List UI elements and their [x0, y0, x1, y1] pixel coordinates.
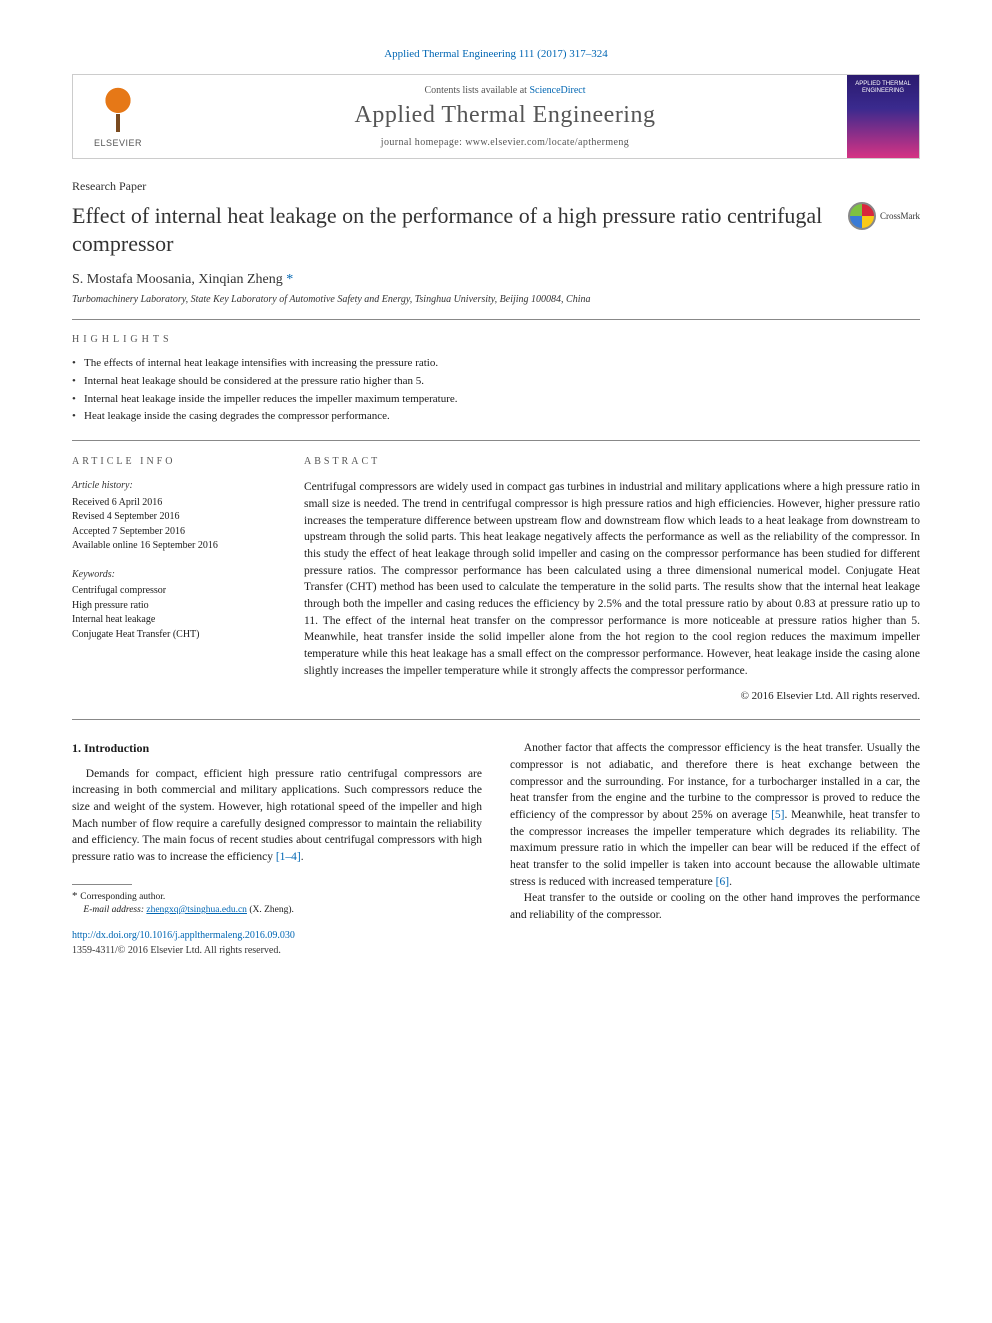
section-heading-intro: 1. Introduction [72, 740, 482, 757]
journal-cover-thumb: APPLIED THERMAL ENGINEERING [847, 75, 919, 158]
highlights-label: HIGHLIGHTS [72, 334, 920, 345]
article-info-column: ARTICLE INFO Article history: Received 6… [72, 455, 272, 706]
ref-link[interactable]: [1–4] [276, 851, 301, 863]
keyword: Centrifugal compressor [72, 584, 272, 599]
header-center: Contents lists available at ScienceDirec… [163, 75, 847, 158]
divider [72, 440, 920, 441]
authors: S. Mostafa Moosania, Xinqian Zheng * [72, 272, 920, 288]
intro-text: . [301, 851, 304, 863]
keywords-head: Keywords: [72, 568, 272, 583]
highlight-item: Heat leakage inside the casing degrades … [72, 408, 920, 426]
keyword: Conjugate Heat Transfer (CHT) [72, 628, 272, 643]
corresponding-mark: * [283, 272, 294, 287]
copyright-line: © 2016 Elsevier Ltd. All rights reserved… [304, 689, 920, 705]
paper-type: Research Paper [72, 179, 920, 194]
footnote-rule [72, 884, 132, 885]
paper-title: Effect of internal heat leakage on the p… [72, 202, 832, 258]
intro-paragraph: Demands for compact, efficient high pres… [72, 766, 482, 866]
crossmark-icon [848, 202, 876, 230]
journal-name: Applied Thermal Engineering [175, 102, 835, 129]
publisher-name: ELSEVIER [94, 138, 142, 148]
email-link[interactable]: zhengxq@tsinghua.edu.cn [146, 905, 247, 915]
crossmark-label: CrossMark [880, 211, 920, 221]
homepage-prefix: journal homepage: [381, 137, 465, 148]
history-line: Accepted 7 September 2016 [72, 525, 272, 540]
history-head: Article history: [72, 479, 272, 494]
email-owner: (X. Zheng). [247, 905, 294, 915]
elsevier-tree-icon [94, 86, 142, 134]
highlight-item: The effects of internal heat leakage int… [72, 355, 920, 373]
ref-link[interactable]: [6] [716, 876, 729, 888]
abstract-column: ABSTRACT Centrifugal compressors are wid… [304, 455, 920, 706]
intro-paragraph: Heat transfer to the outside or cooling … [510, 890, 920, 923]
highlight-item: Internal heat leakage should be consider… [72, 373, 920, 391]
divider [72, 719, 920, 720]
intro-text: . [729, 876, 732, 888]
article-info-label: ARTICLE INFO [72, 455, 272, 470]
history-line: Received 6 April 2016 [72, 496, 272, 511]
history-line: Revised 4 September 2016 [72, 510, 272, 525]
corr-asterisk: * [72, 890, 80, 902]
crossmark-badge[interactable]: CrossMark [848, 202, 920, 230]
intro-text: Heat transfer to the outside or cooling … [510, 892, 920, 921]
issn-line: 1359-4311/© 2016 Elsevier Ltd. All right… [72, 945, 281, 956]
intro-text: Demands for compact, efficient high pres… [72, 768, 482, 863]
abstract-label: ABSTRACT [304, 455, 920, 470]
history-line: Available online 16 September 2016 [72, 539, 272, 554]
publisher-logo: ELSEVIER [73, 75, 163, 158]
doi-link[interactable]: http://dx.doi.org/10.1016/j.applthermale… [72, 930, 295, 941]
affiliation: Turbomachinery Laboratory, State Key Lab… [72, 294, 920, 305]
body-column-left: 1. Introduction Demands for compact, eff… [72, 740, 482, 958]
contents-prefix: Contents lists available at [424, 85, 529, 96]
footer-links: http://dx.doi.org/10.1016/j.applthermale… [72, 929, 482, 958]
ref-link[interactable]: [5] [771, 809, 784, 821]
citation-line: Applied Thermal Engineering 111 (2017) 3… [72, 48, 920, 60]
homepage-url[interactable]: www.elsevier.com/locate/apthermeng [465, 137, 629, 148]
highlight-item: Internal heat leakage inside the impelle… [72, 391, 920, 409]
abstract-text: Centrifugal compressors are widely used … [304, 479, 920, 679]
body-column-right: Another factor that affects the compress… [510, 740, 920, 958]
homepage-line: journal homepage: www.elsevier.com/locat… [175, 137, 835, 148]
highlights-list: The effects of internal heat leakage int… [72, 355, 920, 425]
contents-line: Contents lists available at ScienceDirec… [175, 85, 835, 96]
email-label: E-mail address: [83, 905, 146, 915]
intro-paragraph: Another factor that affects the compress… [510, 740, 920, 890]
keyword: Internal heat leakage [72, 613, 272, 628]
sciencedirect-link[interactable]: ScienceDirect [529, 85, 585, 96]
keyword: High pressure ratio [72, 599, 272, 614]
corr-label: Corresponding author. [80, 892, 165, 902]
footnote-block: * Corresponding author. E-mail address: … [72, 889, 482, 918]
author-names: S. Mostafa Moosania, Xinqian Zheng [72, 272, 283, 287]
divider [72, 319, 920, 320]
header-box: ELSEVIER Contents lists available at Sci… [72, 74, 920, 159]
